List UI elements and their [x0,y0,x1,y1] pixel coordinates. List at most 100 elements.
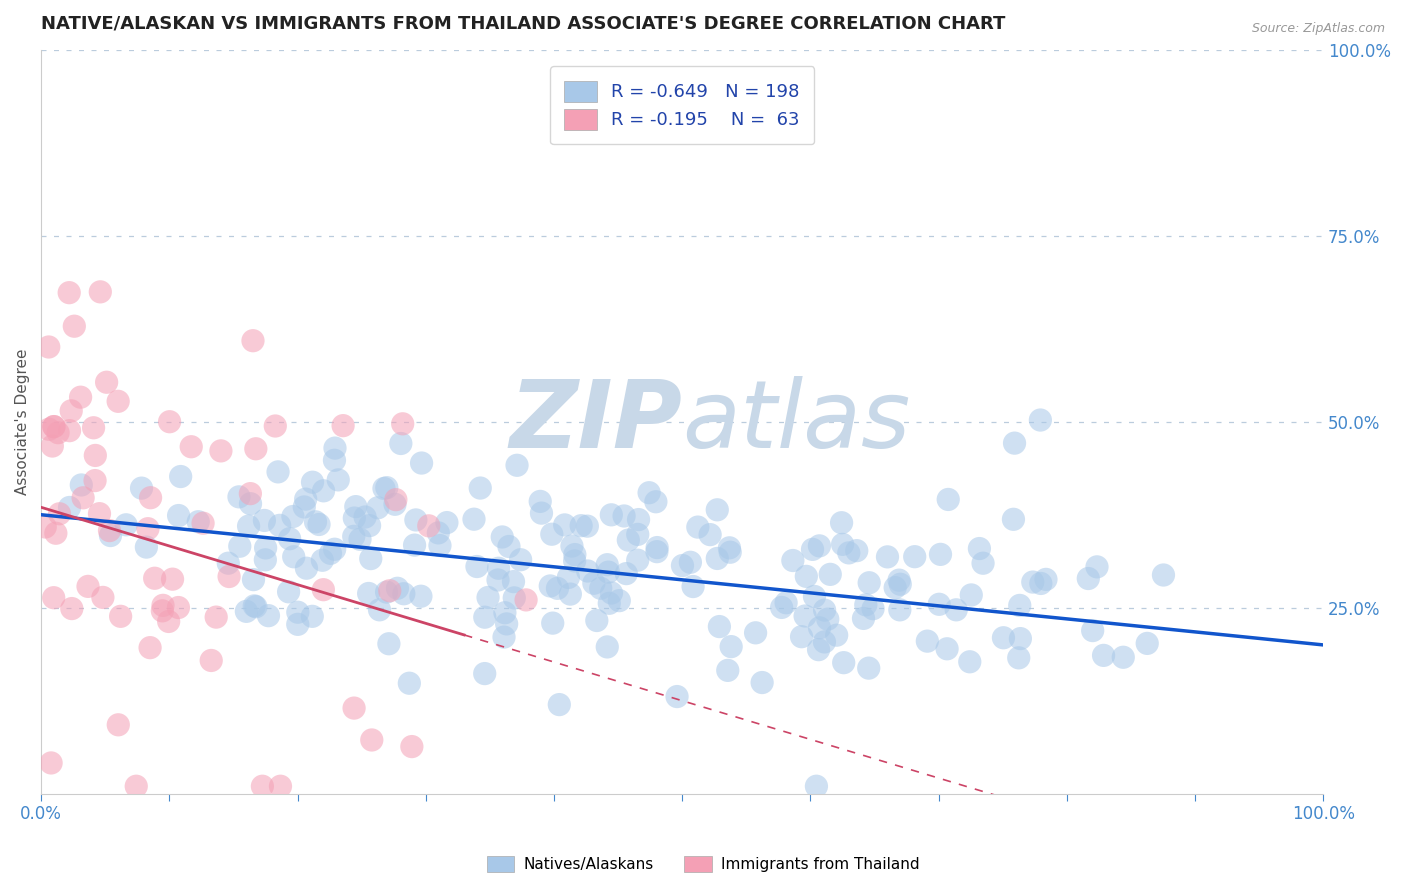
Point [278,532,301,546]
Point [561,539,583,553]
Point [808,621,831,635]
Point [269,518,291,533]
Point [831,537,853,551]
Point [157,615,180,629]
Point [239,486,262,500]
Point [378,637,401,651]
Point [596,558,619,572]
Point [389,436,412,450]
Point [253,513,276,527]
Point [89,507,111,521]
Point [645,541,668,555]
Point [801,542,824,557]
Point [77,579,100,593]
Point [167,508,190,523]
Point [627,512,650,526]
Point [720,640,742,654]
Point [862,601,884,615]
Point [492,630,515,644]
Point [928,597,950,611]
Point [84,449,107,463]
Point [229,539,252,553]
Point [627,527,650,541]
Point [405,513,427,527]
Point [38,422,60,436]
Point [1077,572,1099,586]
Point [308,517,330,532]
Point [239,497,262,511]
Point [354,510,377,524]
Point [474,666,496,681]
Point [254,541,277,555]
Point [607,593,630,607]
Point [83,421,105,435]
Point [343,511,366,525]
Point [46,425,69,440]
Point [360,551,382,566]
Point [252,779,274,793]
Point [470,481,492,495]
Point [936,492,959,507]
Point [257,608,280,623]
Point [582,576,605,591]
Point [295,561,318,575]
Point [235,604,257,618]
Point [806,779,828,793]
Point [264,419,287,434]
Point [319,546,342,560]
Point [546,582,568,596]
Point [242,573,264,587]
Point [301,609,323,624]
Point [541,616,564,631]
Point [125,779,148,793]
Point [360,733,382,747]
Point [644,494,666,508]
Point [34,520,56,534]
Point [39,756,62,770]
Point [48,507,70,521]
Point [281,509,304,524]
Point [1136,636,1159,650]
Point [782,553,804,567]
Point [1008,599,1031,613]
Point [671,558,693,573]
Point [143,571,166,585]
Point [709,619,731,633]
Point [391,417,413,431]
Point [718,541,741,555]
Point [884,581,907,595]
Point [368,603,391,617]
Point [152,599,174,613]
Point [560,587,582,601]
Point [627,553,650,567]
Point [564,554,586,568]
Point [617,533,640,547]
Point [548,698,571,712]
Point [817,612,839,626]
Point [245,599,267,614]
Point [600,508,623,522]
Point [242,334,264,348]
Point [343,529,366,543]
Point [63,319,86,334]
Point [58,500,80,515]
Point [205,610,228,624]
Point [228,490,250,504]
Point [529,494,551,508]
Point [831,516,853,530]
Text: ZIP: ZIP [509,376,682,467]
Point [294,492,316,507]
Point [813,603,835,617]
Point [287,617,309,632]
Point [1029,413,1052,427]
Point [794,609,817,624]
Point [929,547,952,561]
Point [557,570,579,584]
Point [969,541,991,556]
Point [889,603,911,617]
Point [554,517,576,532]
Y-axis label: Associate's Degree: Associate's Degree [15,349,30,495]
Point [717,664,740,678]
Point [1002,512,1025,526]
Point [465,559,488,574]
